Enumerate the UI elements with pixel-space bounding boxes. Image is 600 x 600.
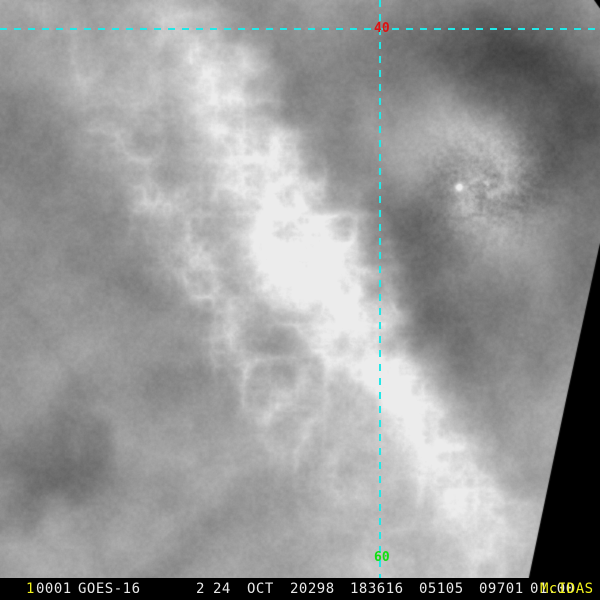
footer-band-number: 2 xyxy=(196,581,205,597)
footer-day-of-month: 24 xyxy=(213,581,231,597)
footer-month: OCT xyxy=(247,581,274,597)
footer-frame-id: 0001 xyxy=(36,581,72,597)
footer-annotation-bar: 1 0001 GOES-16 2 24 OCT 20298 183616 051… xyxy=(0,578,600,600)
footer-element-coordinate: 09701 xyxy=(479,581,524,597)
footer-line-coordinate: 05105 xyxy=(419,581,464,597)
footer-resolution: 01.00 xyxy=(530,581,575,597)
footer-time-utc: 183616 xyxy=(350,581,404,597)
footer-julian-date: 20298 xyxy=(290,581,335,597)
footer-mcidas-brand: McIDAS xyxy=(540,581,594,597)
footer-frame-number: 1 xyxy=(26,581,35,597)
footer-satellite-name: GOES-16 xyxy=(78,581,141,597)
